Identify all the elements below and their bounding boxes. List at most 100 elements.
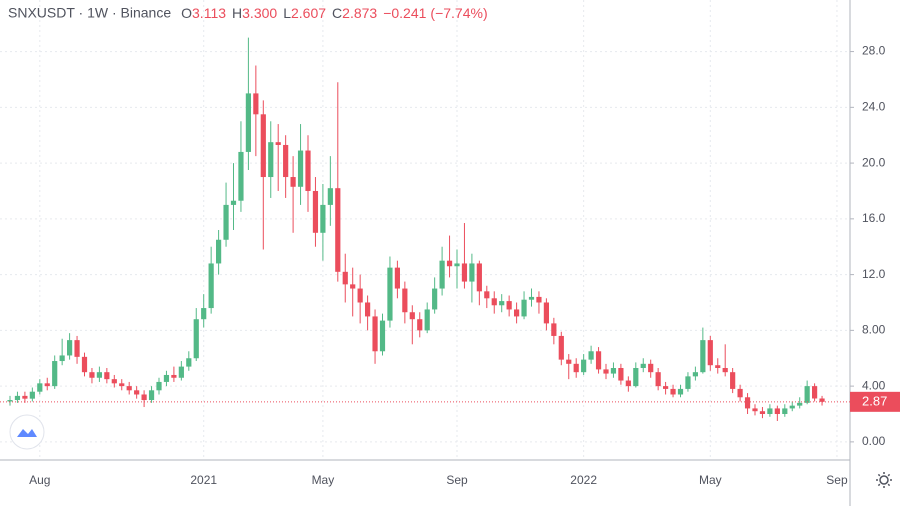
legend-key: C: [332, 5, 342, 21]
candle-body: [685, 376, 691, 389]
candle-body: [670, 388, 676, 395]
candle-body: [14, 395, 21, 401]
candle-body: [193, 319, 199, 359]
x-tick-label: 2022: [570, 473, 597, 487]
candle-body: [29, 391, 35, 399]
candle-body: [365, 302, 371, 317]
candle-body: [633, 368, 639, 387]
last-price-box: [850, 391, 900, 412]
candle-body: [595, 351, 602, 370]
candle-body: [767, 408, 773, 414]
candle-body: [297, 150, 304, 187]
candle-body: [141, 394, 147, 401]
candle-body: [514, 309, 520, 317]
candle-body: [752, 408, 758, 412]
candle-body: [201, 308, 207, 320]
candle-body: [417, 319, 423, 331]
candle-body: [275, 142, 281, 145]
legend-key: L: [283, 5, 291, 21]
candle-body: [692, 372, 698, 377]
candle-body: [357, 288, 363, 303]
candle-body: [372, 316, 378, 352]
candle-body: [655, 372, 661, 387]
candle-body: [394, 267, 400, 289]
candle-body: [37, 383, 43, 392]
candle-body: [812, 386, 818, 399]
candle-body: [588, 351, 594, 360]
candle-body: [640, 363, 646, 368]
change: −0.241: [383, 5, 426, 21]
candle-body: [230, 200, 237, 205]
candle-body: [469, 263, 475, 282]
candle-body: [648, 363, 654, 373]
x-tick-label: Sep: [826, 473, 848, 487]
candle-body: [439, 260, 445, 289]
legend-key: H: [232, 5, 242, 21]
candle-body: [119, 383, 125, 387]
legend-value: 2.873: [342, 5, 377, 21]
candle-body: [506, 301, 512, 310]
candle-body: [558, 335, 564, 360]
candle-body: [610, 368, 617, 374]
header: SNXUSDT · 1W · Binance O3.113 H3.300 L2.607…: [8, 5, 488, 21]
candle-body: [521, 299, 527, 317]
candle-body: [618, 368, 624, 381]
candle-body: [566, 359, 572, 364]
candle-body: [782, 408, 788, 414]
candle-body: [238, 151, 244, 201]
candle-body: [312, 190, 319, 233]
candle-body: [320, 204, 326, 233]
legend-value: 3.113: [192, 5, 226, 21]
x-tick-label: May: [699, 473, 722, 487]
candle-body: [543, 302, 549, 324]
candle-body: [335, 188, 341, 272]
candle-body: [81, 356, 88, 373]
candle-body: [290, 177, 296, 187]
candle-body: [283, 144, 289, 178]
candle-body: [104, 372, 110, 380]
x-tick-label: 2021: [190, 473, 217, 487]
y-tick-label: 12.0: [862, 267, 886, 281]
legend-value: 2.607: [291, 5, 326, 21]
candle-body: [581, 359, 587, 373]
x-tick-label: Aug: [29, 473, 50, 487]
candle-body: [409, 312, 415, 320]
candle-body: [715, 365, 721, 368]
candle-body: [74, 340, 80, 357]
candle-body: [707, 340, 713, 366]
candle-body: [111, 379, 117, 384]
candle-body: [268, 142, 274, 178]
candle-body: [476, 263, 482, 292]
y-tick-label: 4.00: [862, 378, 886, 392]
candle-body: [491, 298, 497, 306]
candle-body: [52, 361, 58, 387]
candle-body: [171, 374, 177, 378]
candle-body: [59, 355, 65, 362]
y-tick-label: 20.0: [862, 155, 886, 169]
candle-body: [625, 380, 631, 387]
candle-body: [819, 398, 825, 402]
candle-body: [327, 188, 333, 205]
candle-body: [737, 388, 743, 398]
candle-body: [573, 363, 579, 373]
candle-body: [7, 400, 13, 402]
x-tick-label: Sep: [446, 473, 468, 487]
candle-body: [148, 390, 155, 401]
candle-body: [461, 263, 468, 282]
legend-key: O: [181, 5, 192, 21]
candle-body: [700, 340, 706, 373]
candle-body: [208, 263, 214, 309]
candle-body: [730, 372, 736, 389]
candle-body: [186, 358, 192, 367]
logo: [9, 414, 45, 450]
candle-body: [89, 372, 95, 378]
candle-body: [551, 323, 557, 336]
settings-icon[interactable]: [876, 472, 892, 488]
candle-body: [379, 320, 386, 352]
candle-body: [22, 395, 28, 399]
candle-body: [774, 408, 780, 414]
candle-body: [305, 150, 311, 191]
candle-body: [536, 296, 542, 303]
candle-body: [216, 239, 222, 264]
